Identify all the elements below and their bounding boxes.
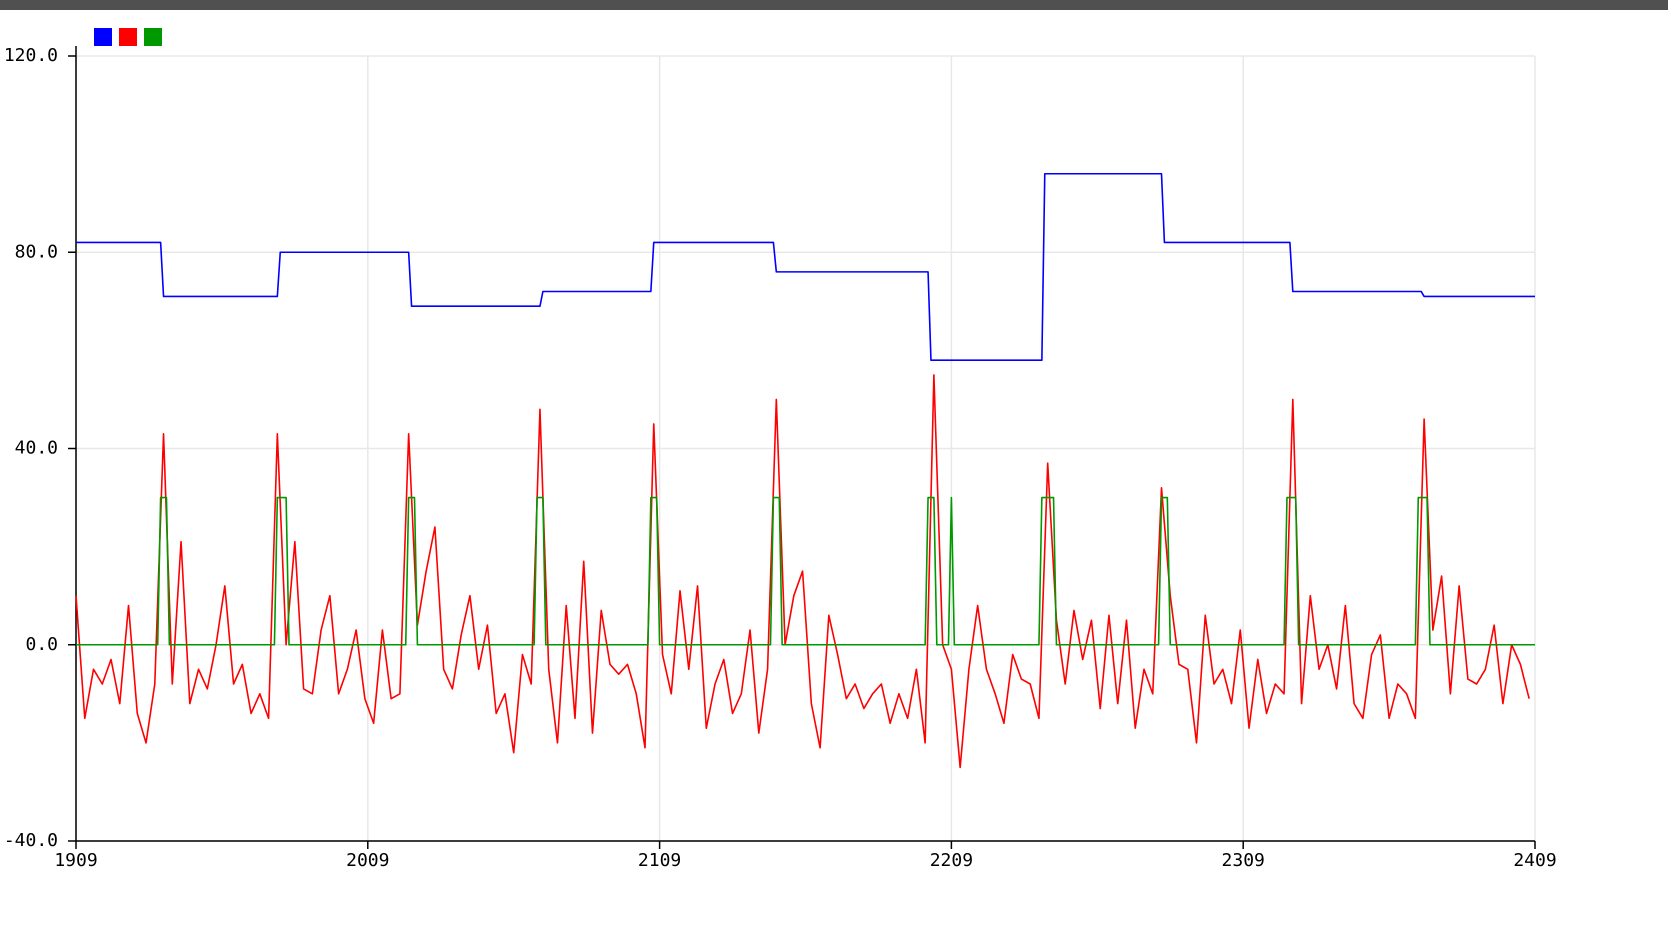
series-line [76,172,1535,361]
y-tick-label: -40.0 [4,830,58,851]
x-tick-label: 2309 [1222,850,1265,871]
legend-swatch [144,28,162,46]
y-tick-label: 40.0 [15,438,58,459]
window-bar [0,0,1668,10]
series-line [76,496,1535,646]
x-tick-label: 2109 [638,850,681,871]
x-tick-label: 2409 [1513,850,1556,871]
x-tick-label: 2209 [930,850,973,871]
series-line [75,374,1530,769]
x-tick-label: 2009 [346,850,389,871]
x-tick-label: 1909 [54,850,97,871]
y-tick-label: 120.0 [4,45,58,66]
legend-swatch [119,28,137,46]
y-tick-label: 0.0 [25,634,58,655]
y-tick-label: 80.0 [15,241,58,262]
legend-swatch [94,28,112,46]
